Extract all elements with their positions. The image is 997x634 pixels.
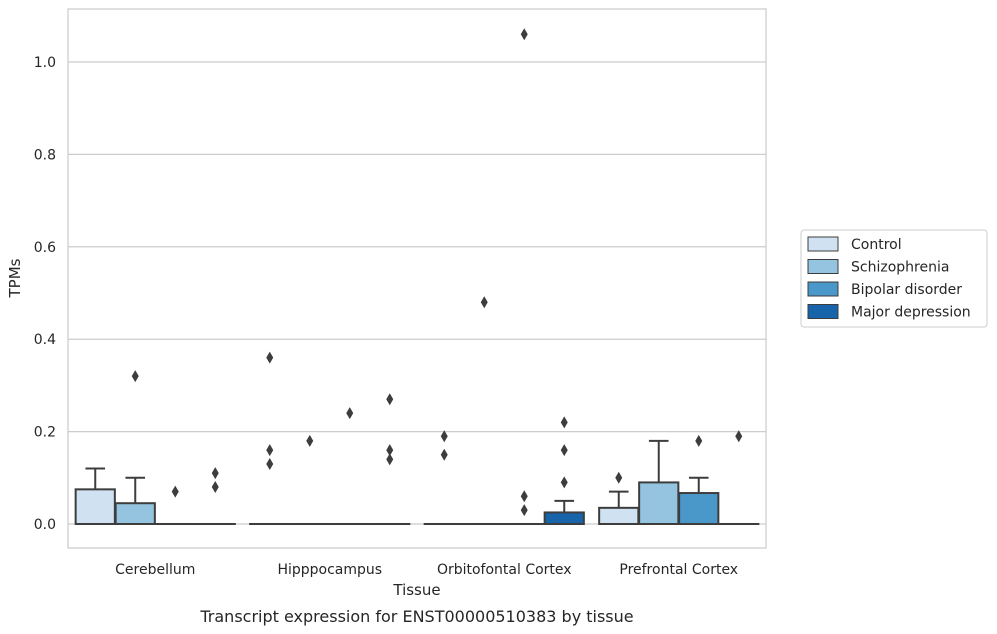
outlier-point xyxy=(560,416,568,429)
outlier-point xyxy=(386,453,394,466)
outlier-point xyxy=(560,444,568,457)
box-2-3 xyxy=(678,434,720,525)
y-axis-label: TPMs xyxy=(6,258,24,298)
outlier-point xyxy=(386,444,394,457)
outlier-point xyxy=(266,444,274,457)
outlier-point xyxy=(266,457,274,470)
outlier-point xyxy=(480,296,488,309)
box-0-3 xyxy=(598,471,640,525)
x-tick-label: Orbitofontal Cortex xyxy=(437,562,572,578)
plot-area-frame xyxy=(67,8,767,549)
box-2-2 xyxy=(503,28,545,526)
box-0-1 xyxy=(249,351,291,526)
outlier-point xyxy=(266,351,274,364)
outlier-point xyxy=(560,476,568,489)
box-2-1 xyxy=(329,407,371,526)
y-gridlines xyxy=(68,61,766,525)
y-tick-label: 1.0 xyxy=(34,55,56,71)
outlier-point xyxy=(386,393,394,406)
outlier-point xyxy=(520,504,528,517)
box-3-2 xyxy=(543,416,585,526)
outlier-point xyxy=(131,370,139,383)
box-2-0 xyxy=(154,485,196,526)
box-3-3 xyxy=(718,430,760,526)
outlier-point xyxy=(346,407,354,420)
box-1-3 xyxy=(638,439,680,526)
box-rect xyxy=(114,502,156,525)
outlier-point xyxy=(171,485,179,498)
outlier-point xyxy=(211,481,219,494)
box-1-2 xyxy=(463,296,505,526)
outlier-point xyxy=(615,471,623,484)
y-tick-label: 0.4 xyxy=(34,332,56,348)
box-3-0 xyxy=(194,467,236,526)
box-0-0 xyxy=(74,467,116,526)
legend-frame xyxy=(800,229,988,328)
box-1-0 xyxy=(114,370,156,525)
outlier-point xyxy=(520,28,528,41)
outlier-point xyxy=(520,490,528,503)
x-axis-label: Tissue xyxy=(392,581,440,599)
outlier-point xyxy=(440,430,448,443)
y-tick-label: 0.8 xyxy=(34,147,56,163)
legend-swatch xyxy=(807,281,839,297)
outlier-point xyxy=(440,448,448,461)
box-0-2 xyxy=(423,430,465,526)
outlier-point xyxy=(735,430,743,443)
x-tick-label: Hipppocampus xyxy=(277,562,382,578)
outlier-point xyxy=(306,434,314,447)
y-tick-label: 0.6 xyxy=(34,240,56,256)
box-rect xyxy=(543,511,585,526)
legend-swatch xyxy=(807,259,839,274)
x-tick-labels: Cerebellum Hipppocampus Orbitofontal Corte… xyxy=(115,562,738,578)
x-tick-label: Cerebellum xyxy=(115,562,195,578)
x-tick-label: Prefrontal Cortex xyxy=(619,562,738,578)
y-tick-label: 0.0 xyxy=(34,517,56,533)
box-rect xyxy=(74,488,116,526)
box-3-1 xyxy=(369,393,411,526)
legend-label: Bipolar disorder xyxy=(851,282,962,298)
outlier-point xyxy=(211,467,219,480)
legend-label: Schizophrenia xyxy=(851,260,949,276)
legend-label: Major depression xyxy=(851,305,971,321)
legend-label: Control xyxy=(851,237,902,253)
y-tick-label: 0.2 xyxy=(34,425,56,441)
chart-caption: Transcript expression for ENST0000051038… xyxy=(199,607,633,626)
box-rect xyxy=(638,481,680,526)
box-rect xyxy=(678,492,720,525)
box-rect xyxy=(598,506,640,525)
box-series-group xyxy=(74,28,760,526)
legend: Control Schizophrenia Bipolar disorder Majo… xyxy=(800,229,988,328)
legend-swatch xyxy=(807,304,839,319)
y-tick-labels: 0.0 0.2 0.4 0.6 0.8 1.0 xyxy=(34,55,56,533)
outlier-point xyxy=(695,434,703,447)
legend-swatch xyxy=(807,236,839,252)
box-1-1 xyxy=(289,434,331,526)
